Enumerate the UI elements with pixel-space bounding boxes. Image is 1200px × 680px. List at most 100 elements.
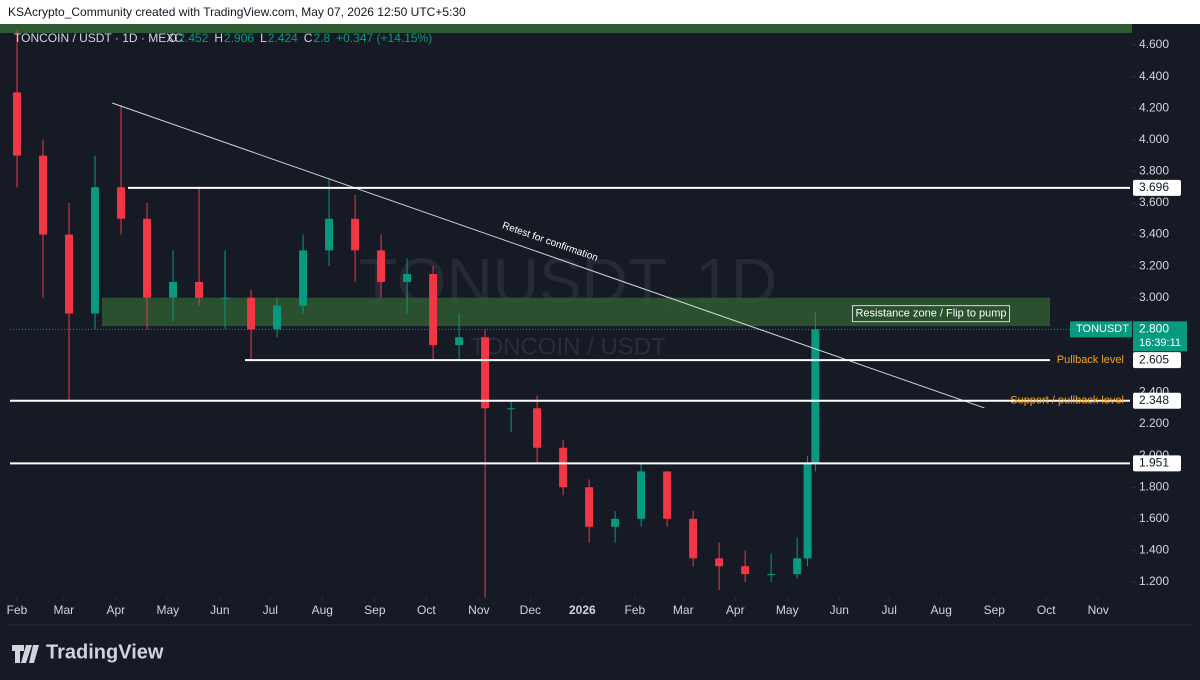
- candle-body: [767, 574, 776, 576]
- brand-logo: TradingView: [12, 641, 164, 663]
- y-tick-label: 3.200: [1139, 258, 1169, 272]
- candle-body: [117, 187, 126, 219]
- trendline: [112, 102, 985, 409]
- x-tick-label: 2026: [569, 603, 596, 617]
- candle-body: [481, 337, 490, 409]
- x-tick-label: Feb: [7, 603, 28, 617]
- level-price-box: [1133, 455, 1181, 472]
- x-tick-label: Dec: [520, 603, 541, 617]
- level-price: 1.951: [1139, 456, 1169, 470]
- level-price-box: [1133, 179, 1181, 196]
- y-tick-label: 1.400: [1139, 543, 1169, 557]
- x-tick-label: Jul: [263, 603, 278, 617]
- x-tick-label: Mar: [673, 603, 694, 617]
- x-tick-label: Sep: [984, 603, 1006, 617]
- candle-body: [637, 471, 646, 519]
- logo-mark: [12, 645, 39, 663]
- level-price-box: [1133, 392, 1181, 409]
- credit: KSAcrypto_Community created with Trading…: [8, 5, 466, 19]
- candle-body: [741, 566, 750, 575]
- candle-body: [559, 447, 568, 488]
- ohlc-key: O: [168, 31, 177, 45]
- candle-body: [377, 250, 386, 282]
- x-tick-label: May: [157, 603, 180, 617]
- y-tick-label: 4.600: [1139, 37, 1169, 51]
- y-tick-label: 1.800: [1139, 479, 1169, 493]
- candle-body: [195, 281, 204, 298]
- x-tick-label: Feb: [625, 603, 646, 617]
- ohlc-value: 2.424: [268, 31, 298, 45]
- candle-body: [793, 558, 802, 575]
- x-tick-label: Aug: [931, 603, 952, 617]
- x-tick-label: Nov: [1088, 603, 1109, 617]
- candle-body: [403, 274, 412, 282]
- y-tick-label: 3.400: [1139, 227, 1169, 241]
- top-shading: [0, 24, 1200, 33]
- ohlc-key: L: [260, 31, 267, 45]
- candle-body: [13, 92, 22, 156]
- x-tick-label: Oct: [417, 603, 436, 617]
- brand-name: TradingView: [46, 641, 164, 663]
- y-tick-label: 4.000: [1139, 132, 1169, 146]
- candle-body: [351, 218, 360, 251]
- header-bar: [0, 0, 1200, 24]
- y-tick-label: 4.400: [1139, 69, 1169, 83]
- level-note: Support / pullback level: [1010, 395, 1124, 407]
- candle-body: [689, 518, 698, 559]
- candle-body: [811, 329, 820, 464]
- y-tick-label: 1.600: [1139, 511, 1169, 525]
- x-tick-label: Mar: [53, 603, 74, 617]
- candle-body: [429, 274, 438, 346]
- level-note: Pullback level: [1057, 354, 1124, 366]
- candle-body: [39, 155, 48, 235]
- last-price-label: 2.800: [1139, 321, 1169, 335]
- x-tick-label: Sep: [364, 603, 386, 617]
- x-tick-label: Apr: [106, 603, 125, 617]
- candle-body: [663, 471, 672, 519]
- candle-body: [585, 487, 594, 527]
- last-price-box: [1133, 321, 1187, 352]
- candle-body: [715, 558, 724, 567]
- candle-body: [611, 518, 620, 527]
- zone-label: Resistance zone / Flip to pump: [855, 308, 1006, 320]
- candle-body: [299, 250, 308, 306]
- candle-body: [273, 305, 282, 330]
- y-tick-label: 3.000: [1139, 290, 1169, 304]
- symbol-label: TONUSDT: [1076, 323, 1129, 335]
- candle-body: [247, 297, 256, 330]
- y-tick-label: 2.200: [1139, 416, 1169, 430]
- x-tick-label: Aug: [312, 603, 333, 617]
- x-tick-label: Jun: [830, 603, 849, 617]
- zone-label-box: [851, 305, 1011, 323]
- y-tick-label: 1.200: [1139, 574, 1169, 588]
- ohlc-key: H: [214, 31, 223, 45]
- candle-body: [325, 218, 334, 251]
- x-tick-label: Jul: [882, 603, 897, 617]
- x-tick-label: Jun: [210, 603, 229, 617]
- candle-body: [143, 218, 152, 298]
- level-price-box: [1133, 352, 1181, 369]
- candle-body: [221, 297, 230, 299]
- ohlc-value: 2.906: [224, 31, 254, 45]
- change: +0.347 (+14.15%): [336, 31, 432, 45]
- y-tick-label: 3.800: [1139, 164, 1169, 178]
- x-tick-label: Nov: [468, 603, 489, 617]
- candle-body: [455, 337, 464, 346]
- ohlc-value: 2.452: [178, 31, 208, 45]
- x-tick-label: Oct: [1037, 603, 1056, 617]
- candle-body: [169, 281, 178, 298]
- watermark-sub: TONCOIN / USDT: [470, 333, 666, 360]
- symbol-title: TONCOIN / USDT · 1D · MEXC: [14, 31, 183, 45]
- candle-body: [803, 463, 812, 559]
- level-price: 3.696: [1139, 180, 1169, 194]
- symbol-box: [1070, 321, 1132, 338]
- countdown: 16:39:11: [1139, 337, 1181, 349]
- candle-body: [507, 408, 516, 410]
- level-price: 2.605: [1139, 352, 1169, 366]
- x-tick-label: May: [776, 603, 799, 617]
- ohlc-key: C: [304, 31, 313, 45]
